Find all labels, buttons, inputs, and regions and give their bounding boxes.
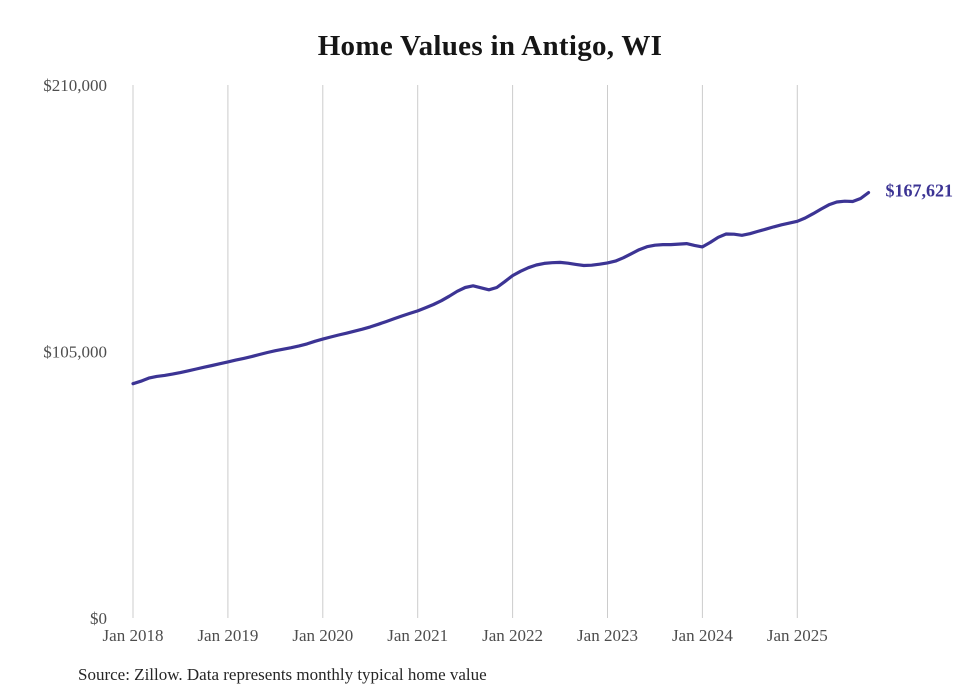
- y-tick-label: $0: [90, 609, 107, 628]
- x-tick-label: Jan 2018: [103, 626, 164, 645]
- x-tick-label: Jan 2020: [292, 626, 353, 645]
- x-tick-label: Jan 2021: [387, 626, 448, 645]
- home-value-line: [131, 191, 871, 386]
- x-tick-label: Jan 2019: [197, 626, 258, 645]
- x-tick-label: Jan 2025: [767, 626, 828, 645]
- x-tick-label: Jan 2024: [672, 626, 733, 645]
- y-tick-label: $210,000: [43, 76, 107, 95]
- x-tick-label: Jan 2023: [577, 626, 638, 645]
- chart-title: Home Values in Antigo, WI: [317, 30, 663, 62]
- y-tick-label: $105,000: [43, 343, 107, 362]
- source-note: Source: Zillow. Data represents monthly …: [78, 665, 487, 684]
- x-tick-label: Jan 2022: [482, 626, 543, 645]
- end-value-label: $167,621: [885, 181, 953, 201]
